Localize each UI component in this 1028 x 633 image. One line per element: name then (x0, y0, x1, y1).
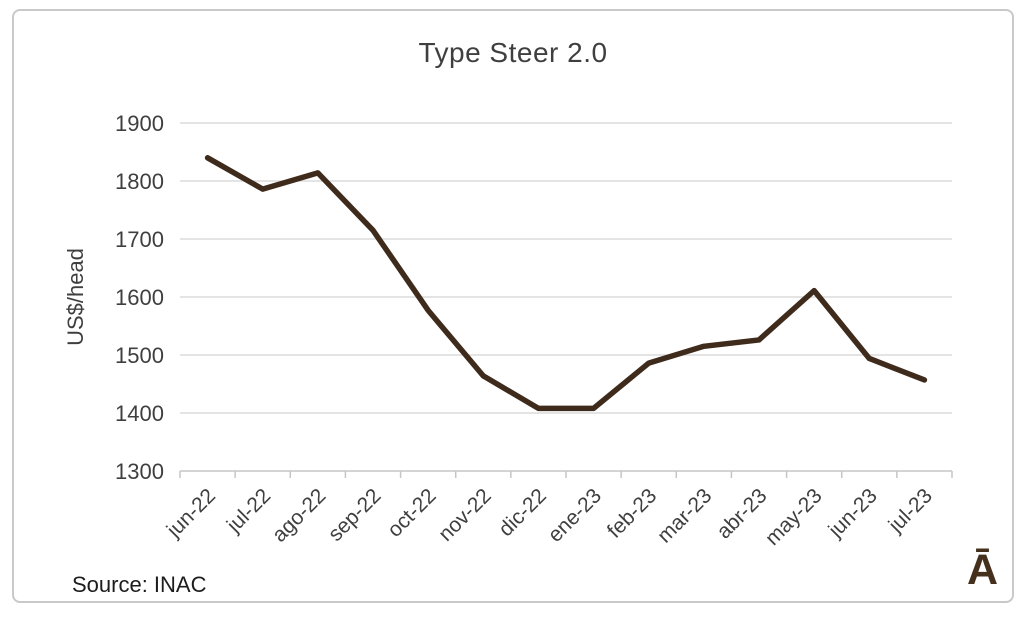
source-note: Source: INAC (72, 572, 207, 597)
svg-text:1600: 1600 (115, 285, 164, 310)
svg-text:1800: 1800 (115, 169, 164, 194)
svg-text:oct-22: oct-22 (383, 484, 441, 542)
svg-text:ago-22: ago-22 (268, 484, 331, 547)
svg-text:jul-22: jul-22 (222, 484, 275, 537)
svg-text:jul-23: jul-23 (884, 484, 937, 537)
data-line (204, 155, 928, 412)
svg-text:may-23: may-23 (761, 484, 827, 550)
gridlines (180, 122, 952, 414)
svg-text:jun-23: jun-23 (824, 484, 882, 542)
brand-logo: Ā (967, 546, 999, 594)
svg-text:ene-23: ene-23 (544, 484, 607, 547)
svg-text:sep-22: sep-22 (324, 484, 386, 546)
svg-text:1700: 1700 (115, 227, 164, 252)
svg-text:nov-22: nov-22 (434, 484, 496, 546)
svg-text:dic-22: dic-22 (494, 484, 551, 541)
svg-text:feb-23: feb-23 (603, 484, 661, 542)
chart-title: Type Steer 2.0 (418, 37, 608, 68)
x-tick-labels: jun-22 jul-22ago-22sep-22oct-22nov-22dic-… (162, 484, 937, 550)
x-axis (179, 470, 953, 478)
svg-text:mar-23: mar-23 (653, 484, 716, 547)
svg-text:1300: 1300 (115, 459, 164, 484)
svg-text:1500: 1500 (115, 343, 164, 368)
svg-text:1900: 1900 (115, 111, 164, 136)
line-chart-plot: 1300 1400 1500 1600 1700 1800 1900 jun-22 jul-22… (115, 111, 953, 550)
svg-text:jun-22: jun-22 (162, 484, 220, 542)
y-tick-labels: 1300 1400 1500 1600 1700 1800 1900 (115, 111, 164, 484)
svg-text:1400: 1400 (115, 401, 164, 426)
chart-card: Type Steer 2.0 US$/head 1300 1400 1500 1600… (12, 9, 1014, 603)
